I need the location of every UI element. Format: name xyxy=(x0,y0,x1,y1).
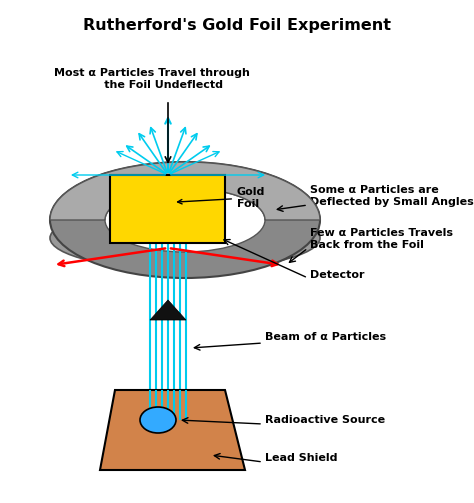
Text: Radioactive Source: Radioactive Source xyxy=(265,415,385,425)
Text: Lead Shield: Lead Shield xyxy=(265,453,337,463)
Text: Gold
Foil: Gold Foil xyxy=(178,187,265,209)
Bar xyxy=(110,175,225,243)
Ellipse shape xyxy=(140,407,176,433)
Ellipse shape xyxy=(50,206,320,270)
Text: Some α Particles are
Deflected by Small Angles: Some α Particles are Deflected by Small … xyxy=(310,185,474,207)
Ellipse shape xyxy=(50,162,320,278)
Text: Beam of α Particles: Beam of α Particles xyxy=(265,332,386,342)
Polygon shape xyxy=(50,162,320,220)
Text: Detector: Detector xyxy=(310,270,365,280)
Text: Most α Particles Travel through
      the Foil Undeflectd: Most α Particles Travel through the Foil… xyxy=(54,68,250,90)
Polygon shape xyxy=(150,300,186,320)
Text: Few α Particles Travels
Back from the Foil: Few α Particles Travels Back from the Fo… xyxy=(310,228,453,249)
Polygon shape xyxy=(100,390,245,470)
Ellipse shape xyxy=(105,188,265,252)
Text: Rutherford's Gold Foil Experiment: Rutherford's Gold Foil Experiment xyxy=(83,18,391,33)
Ellipse shape xyxy=(105,216,265,252)
